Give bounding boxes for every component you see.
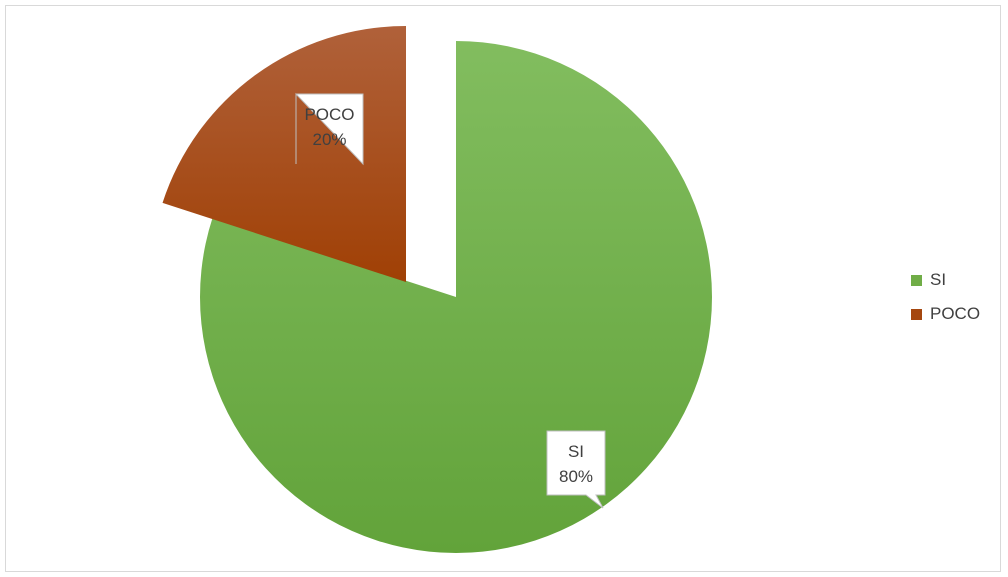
data-label-percent: 80%	[559, 467, 593, 486]
legend-swatch-poco	[911, 308, 922, 320]
legend-swatch-si	[911, 274, 922, 286]
callout-box	[295, 92, 364, 166]
pie-slice-si	[200, 41, 712, 553]
pie-slice-poco	[162, 26, 406, 282]
callout-box	[546, 430, 606, 509]
legend-label-poco: POCO	[930, 304, 981, 323]
data-label-category: SI	[568, 442, 584, 461]
legend-item-poco: POCO	[911, 297, 980, 331]
data-label-si: SI 80%	[546, 430, 606, 509]
data-label-poco: POCO 20%	[295, 92, 364, 166]
legend-label-si: SI	[930, 270, 947, 289]
data-label-percent: 20%	[312, 130, 346, 149]
legend-item-si: SI	[911, 263, 980, 297]
data-label-category: POCO	[304, 105, 354, 124]
legend: SI POCO	[911, 263, 980, 331]
